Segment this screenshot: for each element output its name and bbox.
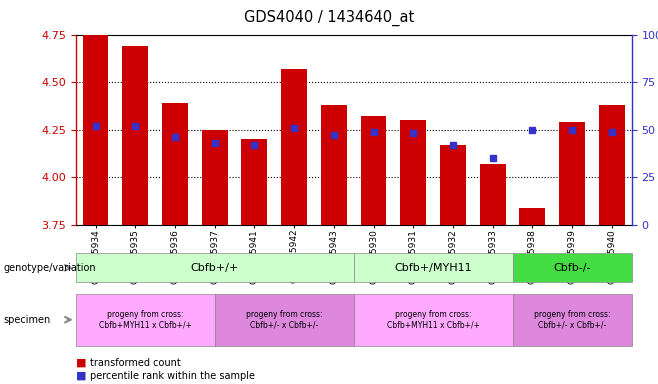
Text: GDS4040 / 1434640_at: GDS4040 / 1434640_at bbox=[244, 10, 414, 26]
Text: Cbfb-/-: Cbfb-/- bbox=[553, 263, 591, 273]
Text: transformed count: transformed count bbox=[90, 358, 181, 368]
Bar bbox=[440, 145, 466, 225]
Bar bbox=[241, 139, 267, 225]
Bar bbox=[122, 46, 148, 225]
Text: ■: ■ bbox=[76, 371, 86, 381]
Bar bbox=[321, 105, 347, 225]
Text: progeny from cross:
Cbfb+MYH11 x Cbfb+/+: progeny from cross: Cbfb+MYH11 x Cbfb+/+ bbox=[99, 310, 191, 329]
Text: Cbfb+/MYH11: Cbfb+/MYH11 bbox=[394, 263, 472, 273]
Text: progeny from cross:
Cbfb+/- x Cbfb+/-: progeny from cross: Cbfb+/- x Cbfb+/- bbox=[246, 310, 322, 329]
Bar bbox=[83, 35, 109, 225]
Text: specimen: specimen bbox=[3, 314, 51, 325]
Bar bbox=[281, 69, 307, 225]
Text: progeny from cross:
Cbfb+MYH11 x Cbfb+/+: progeny from cross: Cbfb+MYH11 x Cbfb+/+ bbox=[387, 310, 480, 329]
Text: progeny from cross:
Cbfb+/- x Cbfb+/-: progeny from cross: Cbfb+/- x Cbfb+/- bbox=[534, 310, 611, 329]
Bar bbox=[162, 103, 188, 225]
Bar bbox=[361, 116, 386, 225]
Text: ■: ■ bbox=[76, 358, 86, 368]
Text: percentile rank within the sample: percentile rank within the sample bbox=[90, 371, 255, 381]
Text: genotype/variation: genotype/variation bbox=[3, 263, 96, 273]
Bar bbox=[400, 120, 426, 225]
Bar bbox=[519, 207, 545, 225]
Text: Cbfb+/+: Cbfb+/+ bbox=[191, 263, 239, 273]
Bar bbox=[559, 122, 585, 225]
Bar bbox=[480, 164, 505, 225]
Bar bbox=[202, 130, 228, 225]
Bar bbox=[599, 105, 624, 225]
